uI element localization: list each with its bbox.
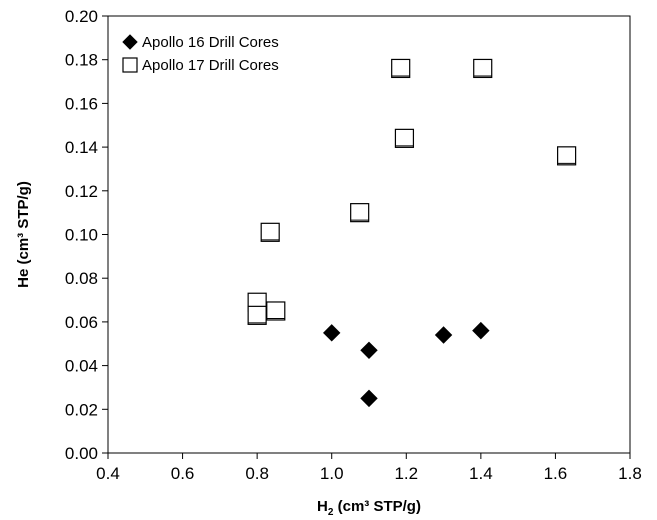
y-tick-label: 0.16 xyxy=(65,94,98,113)
y-tick-label: 0.20 xyxy=(65,7,98,26)
y-axis-ticks: 0.00 0.02 0.04 0.06 0.08 0.10 0.12 0.14 0.16 0.18… xyxy=(65,7,108,463)
legend-label: Apollo 17 Drill Cores xyxy=(142,57,279,74)
data-points xyxy=(247,58,577,408)
plot-area xyxy=(107,15,631,454)
apollo-17-point xyxy=(394,128,415,148)
x-axis-title-rest: (cm³ STP/g) xyxy=(333,498,421,515)
apollo-16-point xyxy=(472,321,490,340)
legend-label: Apollo 16 Drill Cores xyxy=(142,34,279,51)
legend-marker-apollo-17 xyxy=(122,57,138,73)
apollo-17-point xyxy=(473,58,493,79)
legend: Apollo 16 Drill Cores Apollo 17 Drill Cor… xyxy=(122,34,279,74)
x-axis-title-subscript: 2 xyxy=(328,507,334,518)
y-tick-label: 0.10 xyxy=(65,226,98,245)
legend-marker-apollo-16 xyxy=(122,34,138,50)
apollo-16-point xyxy=(434,326,453,344)
x-axis-ticks: 0.4 0.6 0.8 1.0 1.2 1.4 1.6 1.8 xyxy=(96,453,642,483)
y-tick-label: 0.14 xyxy=(65,138,98,157)
apollo-17-point xyxy=(260,222,280,242)
apollo-17-point xyxy=(557,146,577,166)
x-tick-label: 1.6 xyxy=(544,464,568,483)
apollo-16-point xyxy=(360,389,378,408)
y-tick-label: 0.02 xyxy=(65,400,98,419)
apollo-16-point xyxy=(323,324,341,342)
apollo-17-point xyxy=(247,305,267,325)
y-axis-title: He (cm³ STP/g) xyxy=(15,181,32,288)
y-tick-label: 0.06 xyxy=(65,313,98,332)
y-tick-label: 0.04 xyxy=(65,357,98,376)
x-tick-label: 1.0 xyxy=(320,464,344,483)
apollo-17-point xyxy=(391,58,411,79)
x-tick-label: 0.8 xyxy=(245,464,269,483)
apollo-17-point xyxy=(350,203,370,223)
x-tick-label: 1.4 xyxy=(469,464,493,483)
x-axis-title: H2 (cm³ STP/g) xyxy=(317,498,421,518)
x-tick-label: 1.8 xyxy=(618,464,642,483)
x-tick-label: 1.2 xyxy=(394,464,418,483)
y-tick-label: 0.08 xyxy=(65,269,98,288)
y-tick-label: 0.12 xyxy=(65,182,98,201)
apollo-16-point xyxy=(360,341,378,360)
y-tick-label: 0.00 xyxy=(65,444,98,463)
x-tick-label: 0.6 xyxy=(171,464,195,483)
x-tick-label: 0.4 xyxy=(96,464,120,483)
y-tick-label: 0.18 xyxy=(65,51,98,70)
x-axis-title-main: H xyxy=(317,498,328,515)
apollo-17-point xyxy=(266,301,286,321)
